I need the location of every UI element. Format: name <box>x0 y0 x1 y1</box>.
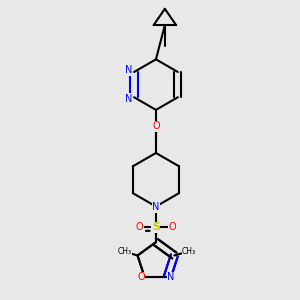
Text: N: N <box>152 202 160 212</box>
Text: O: O <box>136 222 143 232</box>
Text: N: N <box>125 65 132 76</box>
Text: O: O <box>137 272 145 282</box>
Text: N: N <box>167 272 175 282</box>
Text: S: S <box>152 222 160 232</box>
Text: CH₃: CH₃ <box>117 247 131 256</box>
Text: O: O <box>152 121 160 131</box>
Text: CH₃: CH₃ <box>182 247 196 256</box>
Text: O: O <box>169 222 176 232</box>
Text: N: N <box>125 94 132 104</box>
